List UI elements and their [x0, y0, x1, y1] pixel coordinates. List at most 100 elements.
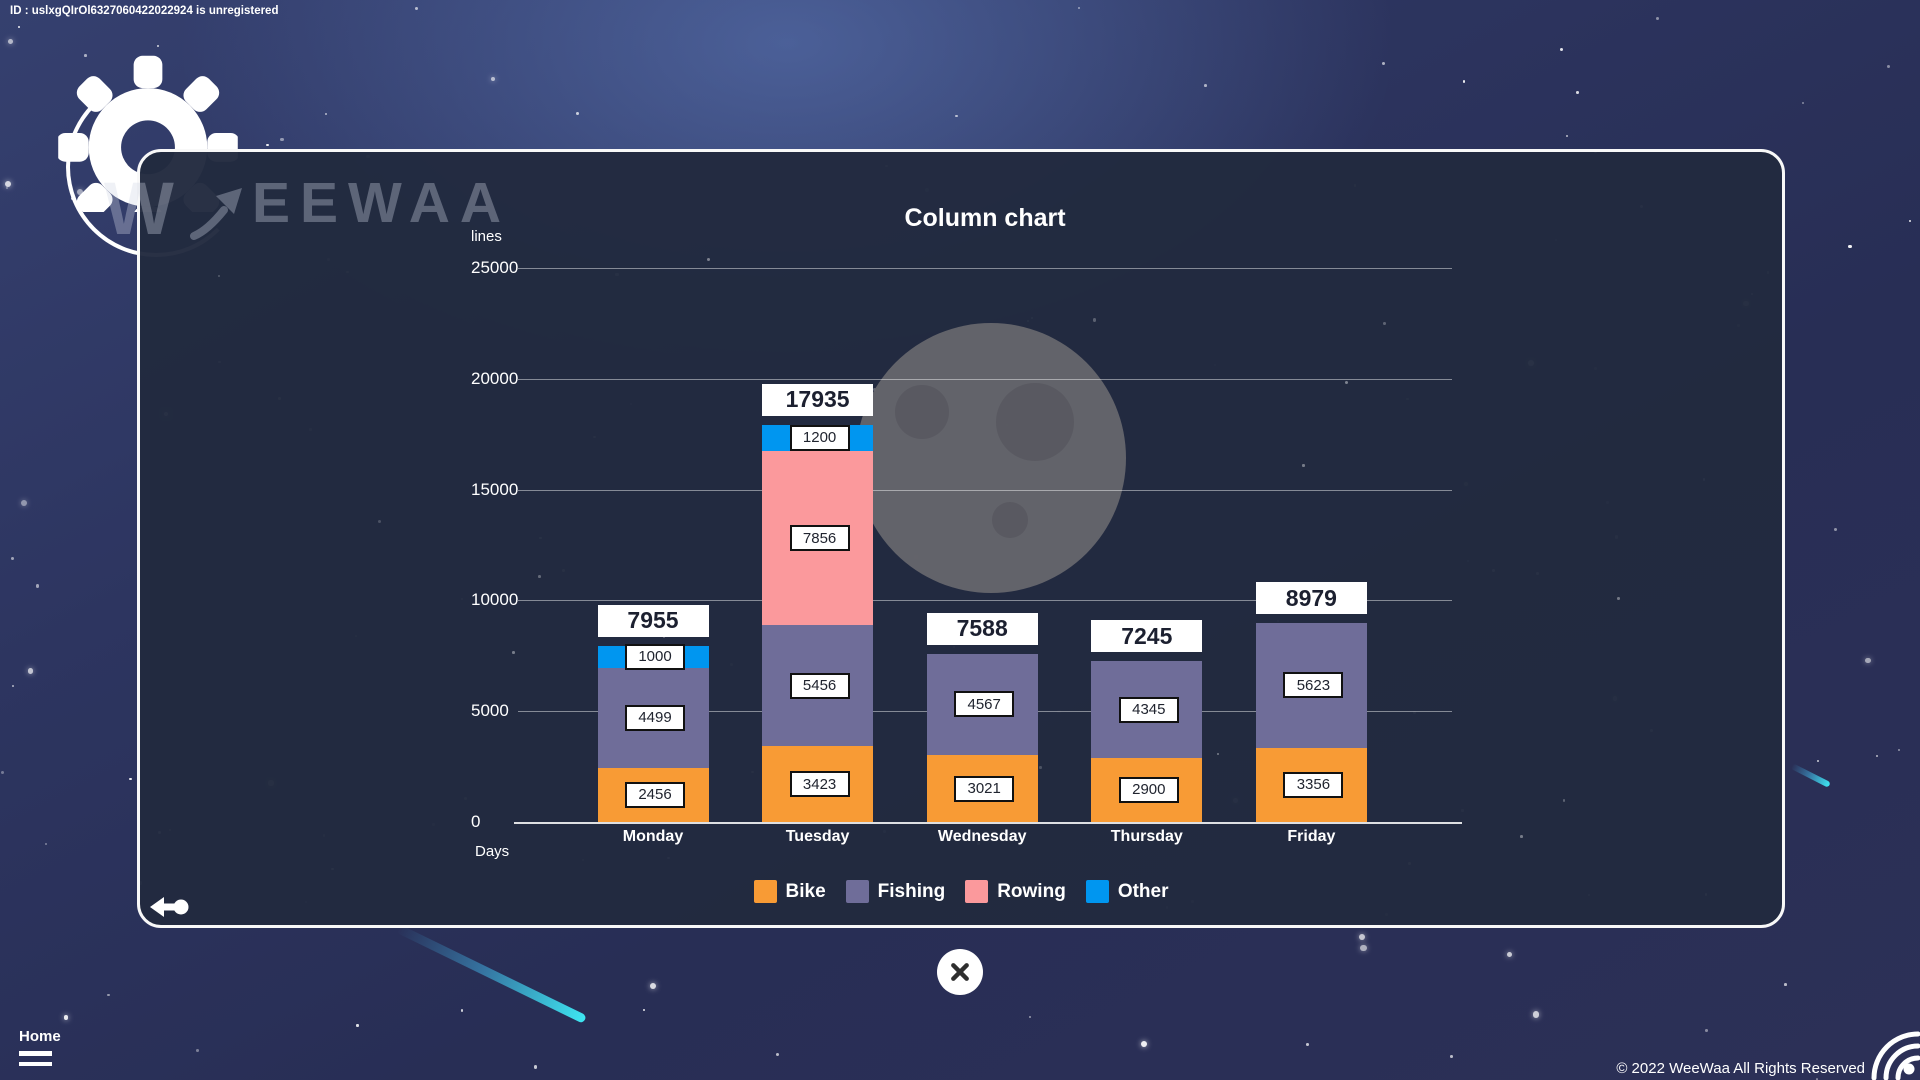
star	[1, 771, 4, 775]
star	[460, 1009, 464, 1012]
bar-total-label: 7245	[1091, 620, 1203, 653]
star	[533, 1065, 538, 1069]
brand-arrow-icon	[190, 188, 242, 240]
segment-value-label: 1200	[789, 424, 850, 451]
star	[1656, 16, 1660, 20]
segment-value-label: 4567	[954, 691, 1015, 718]
star	[1039, 766, 1042, 769]
star	[1093, 318, 1097, 322]
star	[1381, 62, 1385, 66]
star	[1815, 1078, 1819, 1080]
star	[775, 1052, 779, 1056]
star	[8, 38, 14, 44]
moon-crater	[996, 383, 1074, 461]
y-tick-label: 5000	[471, 701, 509, 721]
star	[157, 45, 160, 48]
y-axis-unit-label: lines	[471, 228, 502, 245]
legend-label: Fishing	[877, 880, 946, 902]
segment-value-label: 4345	[1118, 696, 1179, 723]
legend-item-fishing[interactable]: Fishing	[845, 880, 946, 903]
brand-watermark-w: W	[104, 167, 174, 250]
star	[1358, 933, 1365, 940]
x-category-label: Friday	[1287, 828, 1336, 845]
star	[955, 114, 958, 118]
star	[356, 1024, 359, 1027]
star	[1705, 1029, 1708, 1032]
legend-swatch-icon	[845, 880, 869, 903]
bar-total-label: 7955	[597, 604, 709, 637]
legend-swatch-icon	[965, 880, 989, 903]
star	[491, 77, 496, 82]
star	[1450, 1055, 1454, 1058]
segment-value-label: 2456	[625, 781, 685, 808]
star	[20, 500, 27, 507]
gridline	[518, 600, 1452, 602]
star	[538, 574, 541, 578]
star	[10, 557, 15, 561]
star	[218, 274, 221, 278]
bar-total-label: 7588	[926, 612, 1038, 645]
home-menu[interactable]: Home	[19, 1028, 61, 1066]
star	[414, 7, 418, 11]
legend-item-bike[interactable]: Bike	[753, 880, 826, 903]
segment-value-label: 7856	[789, 525, 850, 552]
x-axis-line	[514, 822, 1462, 824]
gridline	[518, 378, 1452, 380]
brand-watermark-text: EEWAA	[252, 171, 512, 235]
signal-arcs-icon	[1871, 1031, 1920, 1080]
star	[280, 138, 284, 142]
menu-bar-icon	[19, 1051, 52, 1056]
star	[1908, 219, 1912, 222]
star	[64, 1015, 69, 1020]
star	[1576, 90, 1579, 94]
moon-crater	[992, 502, 1028, 538]
star	[1506, 951, 1513, 958]
star	[1462, 80, 1466, 84]
legend-swatch-icon	[1085, 880, 1109, 903]
star	[1784, 983, 1787, 986]
segment-value-label: 1000	[625, 643, 685, 670]
star	[1216, 753, 1219, 756]
star	[44, 842, 47, 845]
star	[1834, 528, 1838, 532]
x-category-label: Wednesday	[937, 828, 1027, 845]
star	[1383, 322, 1387, 325]
legend-label: Rowing	[997, 880, 1066, 902]
gridline	[518, 489, 1452, 491]
segment-value-label: 5623	[1283, 672, 1344, 699]
star	[1812, 1069, 1815, 1073]
bar-total-label: 8979	[1255, 582, 1367, 615]
legend-item-rowing[interactable]: Rowing	[965, 880, 1066, 903]
y-tick-label: 20000	[471, 368, 519, 388]
star	[1305, 1043, 1309, 1047]
star	[107, 994, 110, 997]
close-button[interactable]	[937, 949, 983, 995]
legend-item-other[interactable]: Other	[1085, 880, 1169, 903]
moon-crater	[895, 385, 949, 439]
chart-legend: Bike Fishing Rowing Other	[137, 880, 1785, 903]
star	[1532, 1011, 1539, 1018]
star	[5, 180, 12, 187]
y-tick-label: 15000	[471, 479, 519, 499]
star	[1865, 657, 1871, 663]
menu-bar-icon	[19, 1061, 52, 1066]
star	[642, 1009, 645, 1012]
segment-value-label: 3423	[789, 771, 850, 798]
star	[35, 584, 39, 588]
y-tick-label: 25000	[471, 258, 519, 277]
legend-label: Bike	[785, 880, 826, 902]
star	[129, 777, 132, 781]
star	[512, 651, 515, 654]
gridline	[518, 268, 1452, 269]
star	[1520, 835, 1523, 838]
segment-value-label: 3021	[954, 775, 1015, 802]
star	[1077, 6, 1081, 10]
x-axis-unit-label: Days	[475, 843, 510, 860]
x-category-label: Monday	[622, 828, 684, 845]
star	[17, 25, 21, 29]
star	[378, 519, 382, 524]
segment-value-label: 5456	[789, 672, 850, 699]
back-arrow-button[interactable]	[148, 893, 194, 926]
star	[84, 54, 87, 57]
